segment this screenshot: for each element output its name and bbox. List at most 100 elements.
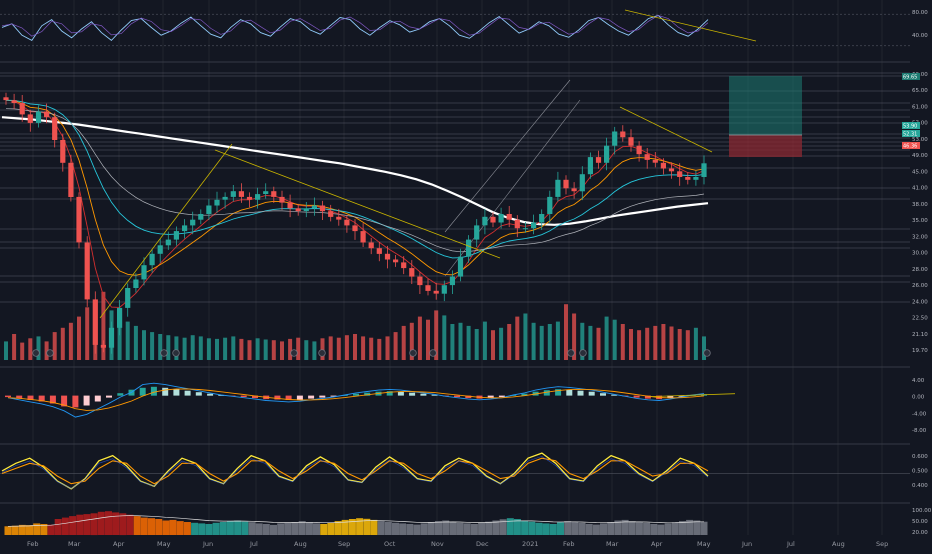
- earnings-marker[interactable]: [409, 349, 417, 357]
- stochastic-rsi-panel[interactable]: [0, 9, 910, 47]
- candle-body[interactable]: [441, 285, 447, 294]
- candle-body[interactable]: [319, 205, 326, 212]
- earnings-marker[interactable]: [172, 349, 180, 357]
- candle-body[interactable]: [108, 327, 115, 348]
- candle-body[interactable]: [563, 179, 569, 189]
- candle-body[interactable]: [384, 253, 391, 260]
- earnings-marker[interactable]: [703, 349, 711, 357]
- candle-body[interactable]: [336, 216, 342, 220]
- candle-body[interactable]: [328, 211, 334, 217]
- long-position-tool[interactable]: [729, 76, 802, 157]
- candle-body[interactable]: [311, 205, 317, 209]
- macd-panel[interactable]: [5, 382, 736, 418]
- candle-body[interactable]: [352, 225, 358, 232]
- candle-body[interactable]: [522, 228, 528, 230]
- candle-body[interactable]: [498, 214, 504, 223]
- candle-body[interactable]: [401, 262, 407, 269]
- candle-body[interactable]: [620, 131, 626, 138]
- candle-body[interactable]: [393, 259, 399, 263]
- candle-body[interactable]: [344, 219, 350, 226]
- candle-body[interactable]: [287, 202, 293, 209]
- candle-body[interactable]: [214, 199, 220, 206]
- downtrend-line[interactable]: [214, 149, 501, 259]
- candle-body[interactable]: [368, 242, 374, 249]
- price-tag[interactable]: [902, 130, 920, 137]
- trendlines[interactable]: [99, 106, 713, 319]
- candle-body[interactable]: [295, 208, 301, 212]
- candle-body[interactable]: [271, 191, 277, 197]
- candle-body[interactable]: [612, 131, 618, 146]
- candle-body[interactable]: [230, 191, 236, 197]
- wedge-trendline[interactable]: [619, 106, 713, 153]
- stop-loss-zone[interactable]: [729, 135, 802, 157]
- time-axis[interactable]: Feb Mar Apr May Jun Jul Aug Sep Oct Nov Dec 2021 Feb…: [27, 540, 888, 548]
- candle-body[interactable]: [474, 225, 480, 240]
- candle-body[interactable]: [701, 163, 707, 177]
- candle-body[interactable]: [376, 248, 382, 254]
- earnings-markers[interactable]: [32, 349, 711, 357]
- candle-body[interactable]: [206, 205, 212, 215]
- candle-body[interactable]: [76, 196, 82, 243]
- candle-body[interactable]: [157, 245, 163, 254]
- candle-body[interactable]: [263, 191, 269, 194]
- candle-body[interactable]: [652, 159, 658, 163]
- candle-body[interactable]: [360, 231, 366, 243]
- candle-body[interactable]: [173, 231, 179, 240]
- price-tag[interactable]: [902, 142, 920, 149]
- candle-body[interactable]: [149, 253, 155, 266]
- candle-body[interactable]: [531, 222, 537, 229]
- candle-body[interactable]: [27, 114, 33, 123]
- earnings-marker[interactable]: [429, 349, 437, 357]
- candle-body[interactable]: [506, 214, 512, 220]
- candle-body[interactable]: [466, 239, 472, 257]
- candle-body[interactable]: [677, 171, 683, 177]
- candle-body[interactable]: [238, 191, 244, 197]
- candle-body[interactable]: [133, 279, 139, 289]
- uptrend-line[interactable]: [99, 143, 233, 319]
- candle-body[interactable]: [279, 196, 285, 203]
- candle-body[interactable]: [693, 177, 699, 180]
- candle-body[interactable]: [35, 111, 42, 123]
- candle-body[interactable]: [417, 276, 423, 286]
- candle-body[interactable]: [246, 196, 253, 200]
- candle-body[interactable]: [165, 239, 171, 246]
- candle-body[interactable]: [182, 225, 188, 232]
- candle-body[interactable]: [490, 216, 496, 223]
- earnings-marker[interactable]: [567, 349, 575, 357]
- earnings-marker[interactable]: [579, 349, 587, 357]
- earnings-marker[interactable]: [32, 349, 40, 357]
- candle-body[interactable]: [117, 307, 123, 328]
- candle-body[interactable]: [644, 154, 650, 160]
- candle-body[interactable]: [198, 214, 204, 220]
- candle-body[interactable]: [3, 97, 9, 101]
- candle-body[interactable]: [547, 196, 553, 214]
- candle-body[interactable]: [60, 140, 66, 163]
- candle-body[interactable]: [255, 194, 261, 200]
- squeeze-panel[interactable]: [4, 511, 708, 536]
- earnings-marker[interactable]: [290, 349, 298, 357]
- candle-body[interactable]: [604, 145, 610, 163]
- candle-body[interactable]: [579, 174, 585, 192]
- candles[interactable]: [3, 92, 707, 354]
- candle-body[interactable]: [425, 285, 431, 291]
- target-price-tag[interactable]: [902, 73, 920, 80]
- candle-body[interactable]: [668, 168, 675, 172]
- candle-body[interactable]: [539, 214, 545, 223]
- candle-body[interactable]: [514, 219, 520, 229]
- earnings-marker[interactable]: [46, 349, 54, 357]
- candle-body[interactable]: [409, 268, 415, 277]
- candle-body[interactable]: [141, 265, 147, 280]
- candle-body[interactable]: [92, 299, 98, 345]
- candle-body[interactable]: [100, 344, 106, 348]
- candle-body[interactable]: [595, 157, 602, 163]
- candle-body[interactable]: [457, 256, 464, 277]
- candle-body[interactable]: [571, 188, 577, 192]
- candle-body[interactable]: [555, 179, 561, 197]
- oscillator-panel[interactable]: [0, 452, 910, 490]
- price-axis[interactable]: 80.00 40.00 69.00 65.00 61.00 57.00 53.00 49.00…: [902, 0, 932, 550]
- candle-body[interactable]: [449, 276, 455, 286]
- take-profit-zone[interactable]: [729, 76, 802, 135]
- candle-body[interactable]: [68, 162, 74, 197]
- candle-body[interactable]: [685, 177, 691, 180]
- earnings-marker[interactable]: [318, 349, 326, 357]
